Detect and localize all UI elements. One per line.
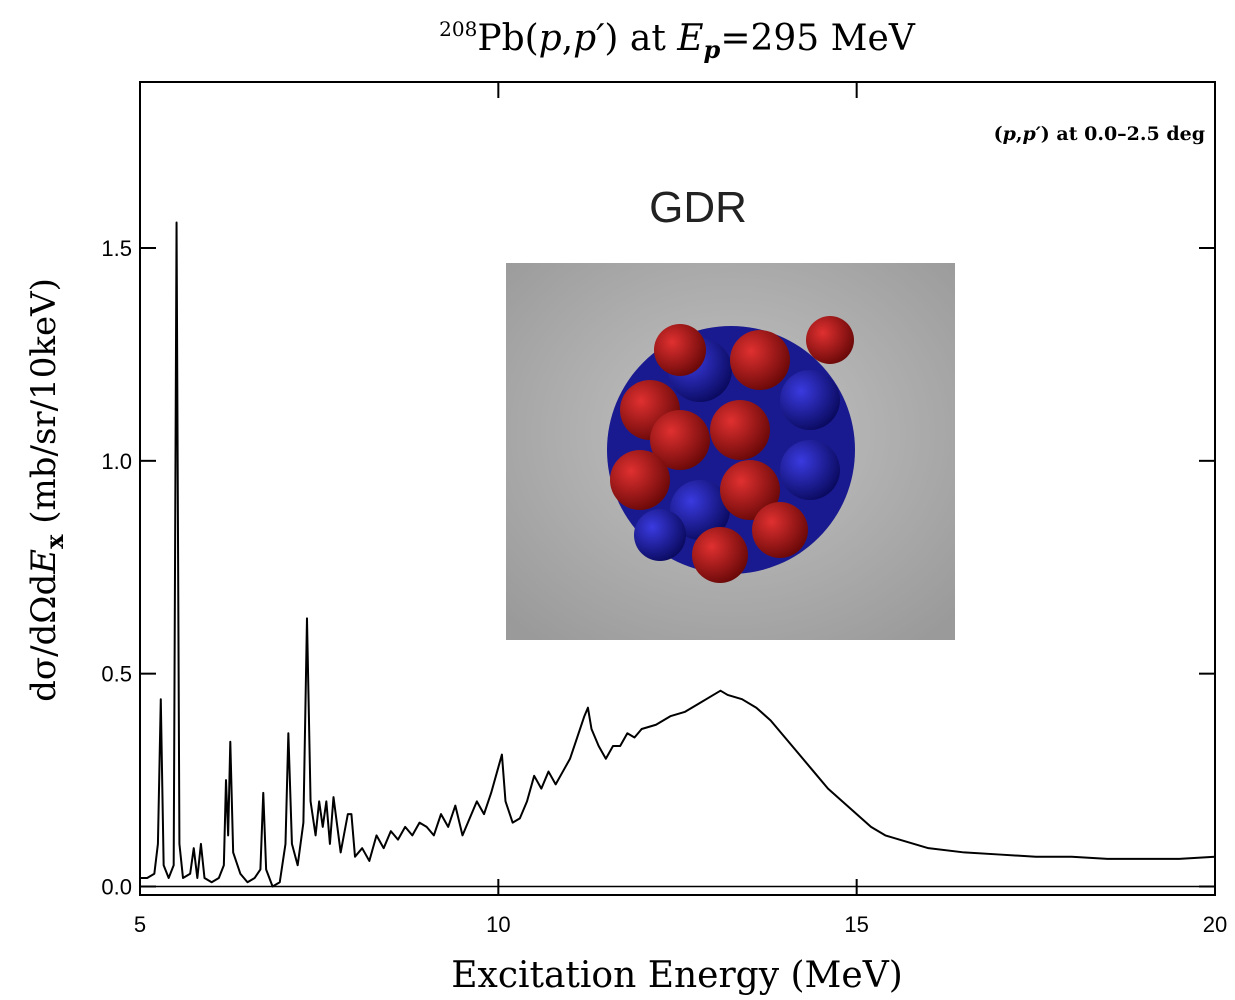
chart-title: 208Pb(p,p′) at Ep=295 MeV [439,17,916,64]
annotation: (p,p′) at 0.0–2.5 deg [994,123,1205,145]
y-tick-label: 0.5 [101,662,132,687]
plot-frame [139,81,1216,896]
annotation-part: p [1003,123,1017,145]
nucleon [610,450,670,510]
annotation-part: ) at 0.0–2.5 deg [1041,123,1205,145]
x-tick-label: 5 [134,912,146,937]
y-label-part: x [40,534,69,549]
title-part: 208 [439,17,477,41]
x-axis-label: Excitation Energy (MeV) [451,955,903,996]
title-part: p [539,18,562,59]
inset-image [506,263,955,640]
annotation-part: , [1016,123,1023,145]
y-label-part: dσ/dΩd [24,574,64,702]
x-tick-label: 20 [1203,912,1227,937]
nucleon [670,480,730,540]
y-label-part: (mb/sr/10keV) [24,278,64,535]
annotation-part: p′ [1023,123,1041,145]
nucleon [730,330,790,390]
y-label-part: E [24,549,64,575]
y-tick-label: 1.5 [101,236,132,261]
title-part: =295 MeV [720,18,915,59]
nucleon [634,509,686,561]
nucleon [710,400,770,460]
title-part: E [676,18,703,59]
nucleon [806,316,854,364]
nucleon [720,460,780,520]
x-tick-label: 10 [486,912,510,937]
spectrum-line [140,221,1216,888]
inset-label: GDR [649,183,747,232]
nucleon [780,440,840,500]
nucleon [654,324,706,376]
nucleon [650,410,710,470]
title-part: p [704,35,721,64]
nucleon [752,502,808,558]
x-tick-label: 15 [844,912,868,937]
title-part: p′ [573,18,604,59]
title-part: , [562,18,573,59]
title-part: Pb( [477,18,538,59]
title-part: ) at [604,18,677,59]
y-tick-label: 1.0 [101,449,132,474]
annotation-part: ( [994,123,1003,145]
nucleon [692,527,748,583]
y-axis-label: dσ/dΩdEx (mb/sr/10keV) [24,278,69,702]
nucleon [780,370,840,430]
y-tick-label: 0.0 [101,874,132,899]
